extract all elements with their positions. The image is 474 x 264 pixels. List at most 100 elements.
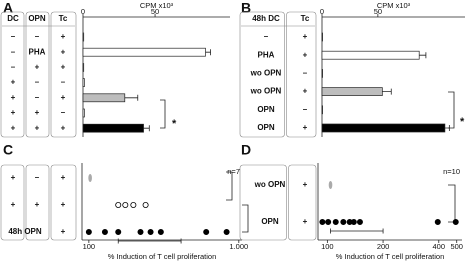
x-tick-label: 50 bbox=[374, 7, 382, 16]
bar bbox=[82, 108, 85, 118]
point bbox=[356, 218, 363, 225]
point bbox=[157, 228, 164, 235]
condition-cell: + bbox=[303, 217, 308, 226]
condition-cell: + bbox=[303, 180, 308, 189]
bar bbox=[321, 105, 323, 115]
condition-cell: – bbox=[61, 108, 66, 117]
condition-cell: 48h OPN bbox=[8, 227, 42, 236]
condition-cell: – bbox=[35, 173, 40, 182]
bar bbox=[82, 123, 144, 133]
point bbox=[340, 218, 347, 225]
condition-cell: + bbox=[11, 200, 16, 209]
x-tick-label: 100 bbox=[321, 242, 334, 251]
panel-letter: D bbox=[241, 142, 251, 158]
condition-cell: + bbox=[303, 32, 308, 41]
axis-title: CPM x10³ bbox=[377, 1, 411, 10]
bar bbox=[321, 87, 383, 96]
condition-cell: + bbox=[303, 87, 308, 96]
range-bar bbox=[117, 238, 182, 244]
point bbox=[147, 228, 154, 235]
column-header: DC bbox=[7, 14, 19, 23]
column-header: Tc bbox=[301, 14, 310, 23]
condition-cell: + bbox=[61, 47, 66, 56]
bar bbox=[321, 50, 420, 60]
condition-cell: + bbox=[61, 93, 66, 102]
x-tick-label: 100 bbox=[83, 242, 96, 251]
point bbox=[203, 228, 210, 235]
significance: * bbox=[172, 118, 177, 130]
error-bar bbox=[444, 125, 450, 131]
bracket bbox=[242, 204, 249, 233]
x-tick-label: 200 bbox=[377, 242, 390, 251]
condition-cell: – bbox=[303, 105, 308, 114]
condition-cell: – bbox=[11, 63, 16, 72]
table-column bbox=[50, 11, 77, 138]
point bbox=[88, 174, 92, 182]
axis-title: % Induction of T cell proliferation bbox=[336, 252, 445, 261]
table-column bbox=[25, 164, 50, 241]
error-bar bbox=[419, 52, 427, 59]
error-bar bbox=[205, 49, 211, 56]
point bbox=[115, 201, 122, 208]
bar bbox=[321, 123, 446, 133]
point bbox=[332, 218, 339, 225]
condition-cell: – bbox=[303, 69, 308, 78]
panel-letter: A bbox=[3, 0, 13, 16]
condition-cell: wo OPN bbox=[250, 87, 282, 96]
condition-cell: + bbox=[11, 173, 16, 182]
point bbox=[122, 201, 129, 208]
column-header: OPN bbox=[28, 14, 46, 23]
axis-title: CPM x10³ bbox=[140, 1, 174, 10]
bracket bbox=[160, 99, 166, 129]
bracket bbox=[226, 171, 233, 201]
condition-cell: + bbox=[61, 32, 66, 41]
condition-cell: OPN bbox=[257, 123, 275, 132]
condition-cell: + bbox=[303, 123, 308, 132]
x-tick-label: 500 bbox=[450, 242, 463, 251]
table-column bbox=[288, 164, 317, 241]
condition-cell: OPN bbox=[261, 217, 279, 226]
bar bbox=[321, 32, 323, 42]
column-header: 48h DC bbox=[252, 14, 280, 23]
x-tick-label: 0 bbox=[320, 7, 324, 16]
point bbox=[115, 228, 122, 235]
point bbox=[434, 218, 441, 225]
condition-cell: OPN bbox=[257, 105, 275, 114]
condition-cell: + bbox=[11, 93, 16, 102]
condition-cell: – bbox=[35, 32, 40, 41]
condition-cell: + bbox=[35, 123, 40, 132]
condition-cell: + bbox=[35, 63, 40, 72]
table-column bbox=[239, 11, 285, 138]
condition-cell: – bbox=[35, 93, 40, 102]
axis-title: % Induction of T cell proliferation bbox=[108, 252, 217, 261]
panel-letter: B bbox=[241, 0, 251, 16]
condition-cell: + bbox=[61, 200, 66, 209]
condition-cell: + bbox=[35, 200, 40, 209]
condition-cell: – bbox=[11, 47, 16, 56]
bar bbox=[82, 47, 206, 57]
bar bbox=[82, 78, 85, 87]
x-tick-label: 1.000 bbox=[229, 242, 248, 251]
point bbox=[452, 218, 459, 225]
condition-cell: + bbox=[61, 227, 66, 236]
condition-cell: wo OPN bbox=[250, 69, 282, 78]
x-tick-label: 400 bbox=[433, 242, 446, 251]
table-column bbox=[50, 164, 77, 241]
point bbox=[85, 228, 92, 235]
bar bbox=[82, 63, 85, 72]
point bbox=[325, 218, 332, 225]
point bbox=[137, 228, 144, 235]
condition-cell: PHA bbox=[29, 47, 46, 56]
point bbox=[223, 228, 230, 235]
bracket bbox=[448, 184, 456, 223]
condition-cell: + bbox=[303, 50, 308, 59]
condition-cell: + bbox=[35, 108, 40, 117]
table-column bbox=[0, 164, 25, 241]
condition-cell: + bbox=[11, 123, 16, 132]
condition-cell: + bbox=[11, 78, 16, 87]
condition-cell: wo OPN bbox=[254, 180, 286, 189]
condition-cell: + bbox=[61, 123, 66, 132]
condition-cell: + bbox=[61, 63, 66, 72]
table-column bbox=[239, 164, 287, 241]
